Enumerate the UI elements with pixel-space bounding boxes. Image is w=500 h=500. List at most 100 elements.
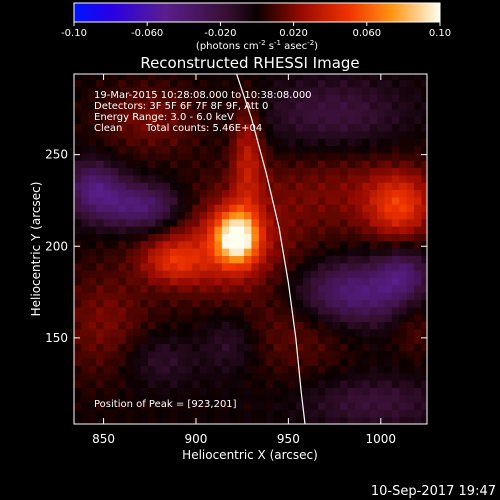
heatmap-cell (303, 277, 312, 286)
heatmap-cell (229, 262, 238, 271)
heatmap-cell (273, 409, 282, 418)
heatmap-cell (421, 387, 427, 396)
heatmap-cell (199, 204, 208, 213)
heatmap-cell (251, 358, 260, 366)
heatmap-cell (133, 328, 142, 337)
heatmap-cell (162, 292, 171, 300)
heatmap-cell (406, 328, 415, 337)
heatmap-cell (162, 248, 171, 257)
heatmap-cell (221, 182, 230, 191)
heatmap-cell (325, 306, 334, 315)
heatmap-cell (88, 108, 97, 117)
heatmap-cell (295, 343, 304, 352)
heatmap-cell (96, 292, 105, 300)
heatmap-cell (103, 240, 112, 249)
heatmap-cell (377, 336, 386, 344)
heatmap-cell (88, 204, 97, 213)
heatmap-cell (325, 167, 334, 176)
heatmap-cell (140, 292, 149, 300)
heatmap-cell (184, 262, 193, 271)
heatmap-cell (414, 189, 423, 198)
heatmap-cell (362, 240, 371, 249)
heatmap-cell (384, 167, 393, 176)
chart-title: Reconstructed RHESSI Image (140, 54, 359, 72)
heatmap-cell (347, 233, 356, 242)
heatmap-cell (369, 145, 378, 154)
heatmap-cell (362, 402, 371, 410)
heatmap-cell (391, 336, 400, 344)
heatmap-cell (369, 380, 378, 388)
y-tick-label: 150 (45, 331, 68, 345)
heatmap-cell (310, 130, 319, 139)
heatmap-cell (421, 336, 427, 344)
heatmap-cell (125, 299, 134, 308)
heatmap-cell (414, 299, 423, 308)
heatmap-cell (88, 284, 97, 293)
heatmap-cell (369, 211, 378, 220)
heatmap-cell (310, 211, 319, 220)
heatmap-cell (184, 321, 193, 330)
heatmap-cell (377, 116, 386, 125)
heatmap-cell (140, 152, 149, 161)
heatmap-cell (362, 226, 371, 235)
heatmap-cell (125, 277, 134, 286)
heatmap-cell (369, 314, 378, 322)
heatmap-cell (96, 248, 105, 257)
heatmap-cell (118, 365, 127, 374)
heatmap-cell (192, 292, 201, 300)
heatmap-cell (110, 94, 119, 103)
heatmap-cell (421, 152, 427, 161)
heatmap-cell (125, 138, 134, 147)
heatmap-cell (244, 394, 253, 403)
heatmap-cell (280, 79, 289, 88)
heatmap-cell (81, 130, 90, 139)
heatmap-cell (362, 211, 371, 220)
heatmap-cell (133, 277, 142, 286)
heatmap-cell (74, 284, 82, 293)
heatmap-cell (96, 372, 105, 381)
heatmap-cell (192, 233, 201, 242)
heatmap-cell (103, 248, 112, 257)
heatmap-cell (88, 167, 97, 176)
heatmap-cell (266, 314, 275, 322)
heatmap-cell (140, 226, 149, 235)
heatmap-cell (96, 167, 105, 176)
heatmap-cell (207, 152, 216, 161)
heatmap-cell (96, 152, 105, 161)
heatmap-cell (391, 270, 400, 278)
heatmap-cell (295, 292, 304, 300)
heatmap-cell (147, 248, 156, 257)
heatmap-cell (214, 358, 223, 366)
heatmap-cell (155, 387, 164, 396)
heatmap-cell (317, 204, 326, 213)
heatmap-cell (140, 321, 149, 330)
heatmap-cell (406, 204, 415, 213)
heatmap-cell (170, 226, 179, 235)
heatmap-cell (399, 152, 408, 161)
heatmap-cell (147, 94, 156, 103)
heatmap-cell (399, 365, 408, 374)
heatmap-cell (295, 321, 304, 330)
heatmap-cell (133, 248, 142, 257)
heatmap-cell (347, 145, 356, 154)
heatmap-cell (377, 321, 386, 330)
heatmap-cell (162, 416, 171, 424)
heatmap-cell (155, 402, 164, 410)
heatmap-cell (347, 380, 356, 388)
heatmap-cell (310, 314, 319, 322)
heatmap-cell (273, 270, 282, 278)
heatmap-cell (332, 321, 341, 330)
heatmap-cell (354, 306, 363, 315)
heatmap-cell (377, 204, 386, 213)
heatmap-cell (295, 138, 304, 147)
heatmap-cell (421, 74, 427, 81)
heatmap-cell (288, 108, 297, 117)
heatmap-cell (147, 189, 156, 198)
heatmap-cell (184, 380, 193, 388)
heatmap-cell (184, 248, 193, 257)
heatmap-cell (362, 306, 371, 315)
heatmap-cell (280, 189, 289, 198)
heatmap-cell (214, 372, 223, 381)
heatmap-cell (81, 196, 90, 205)
